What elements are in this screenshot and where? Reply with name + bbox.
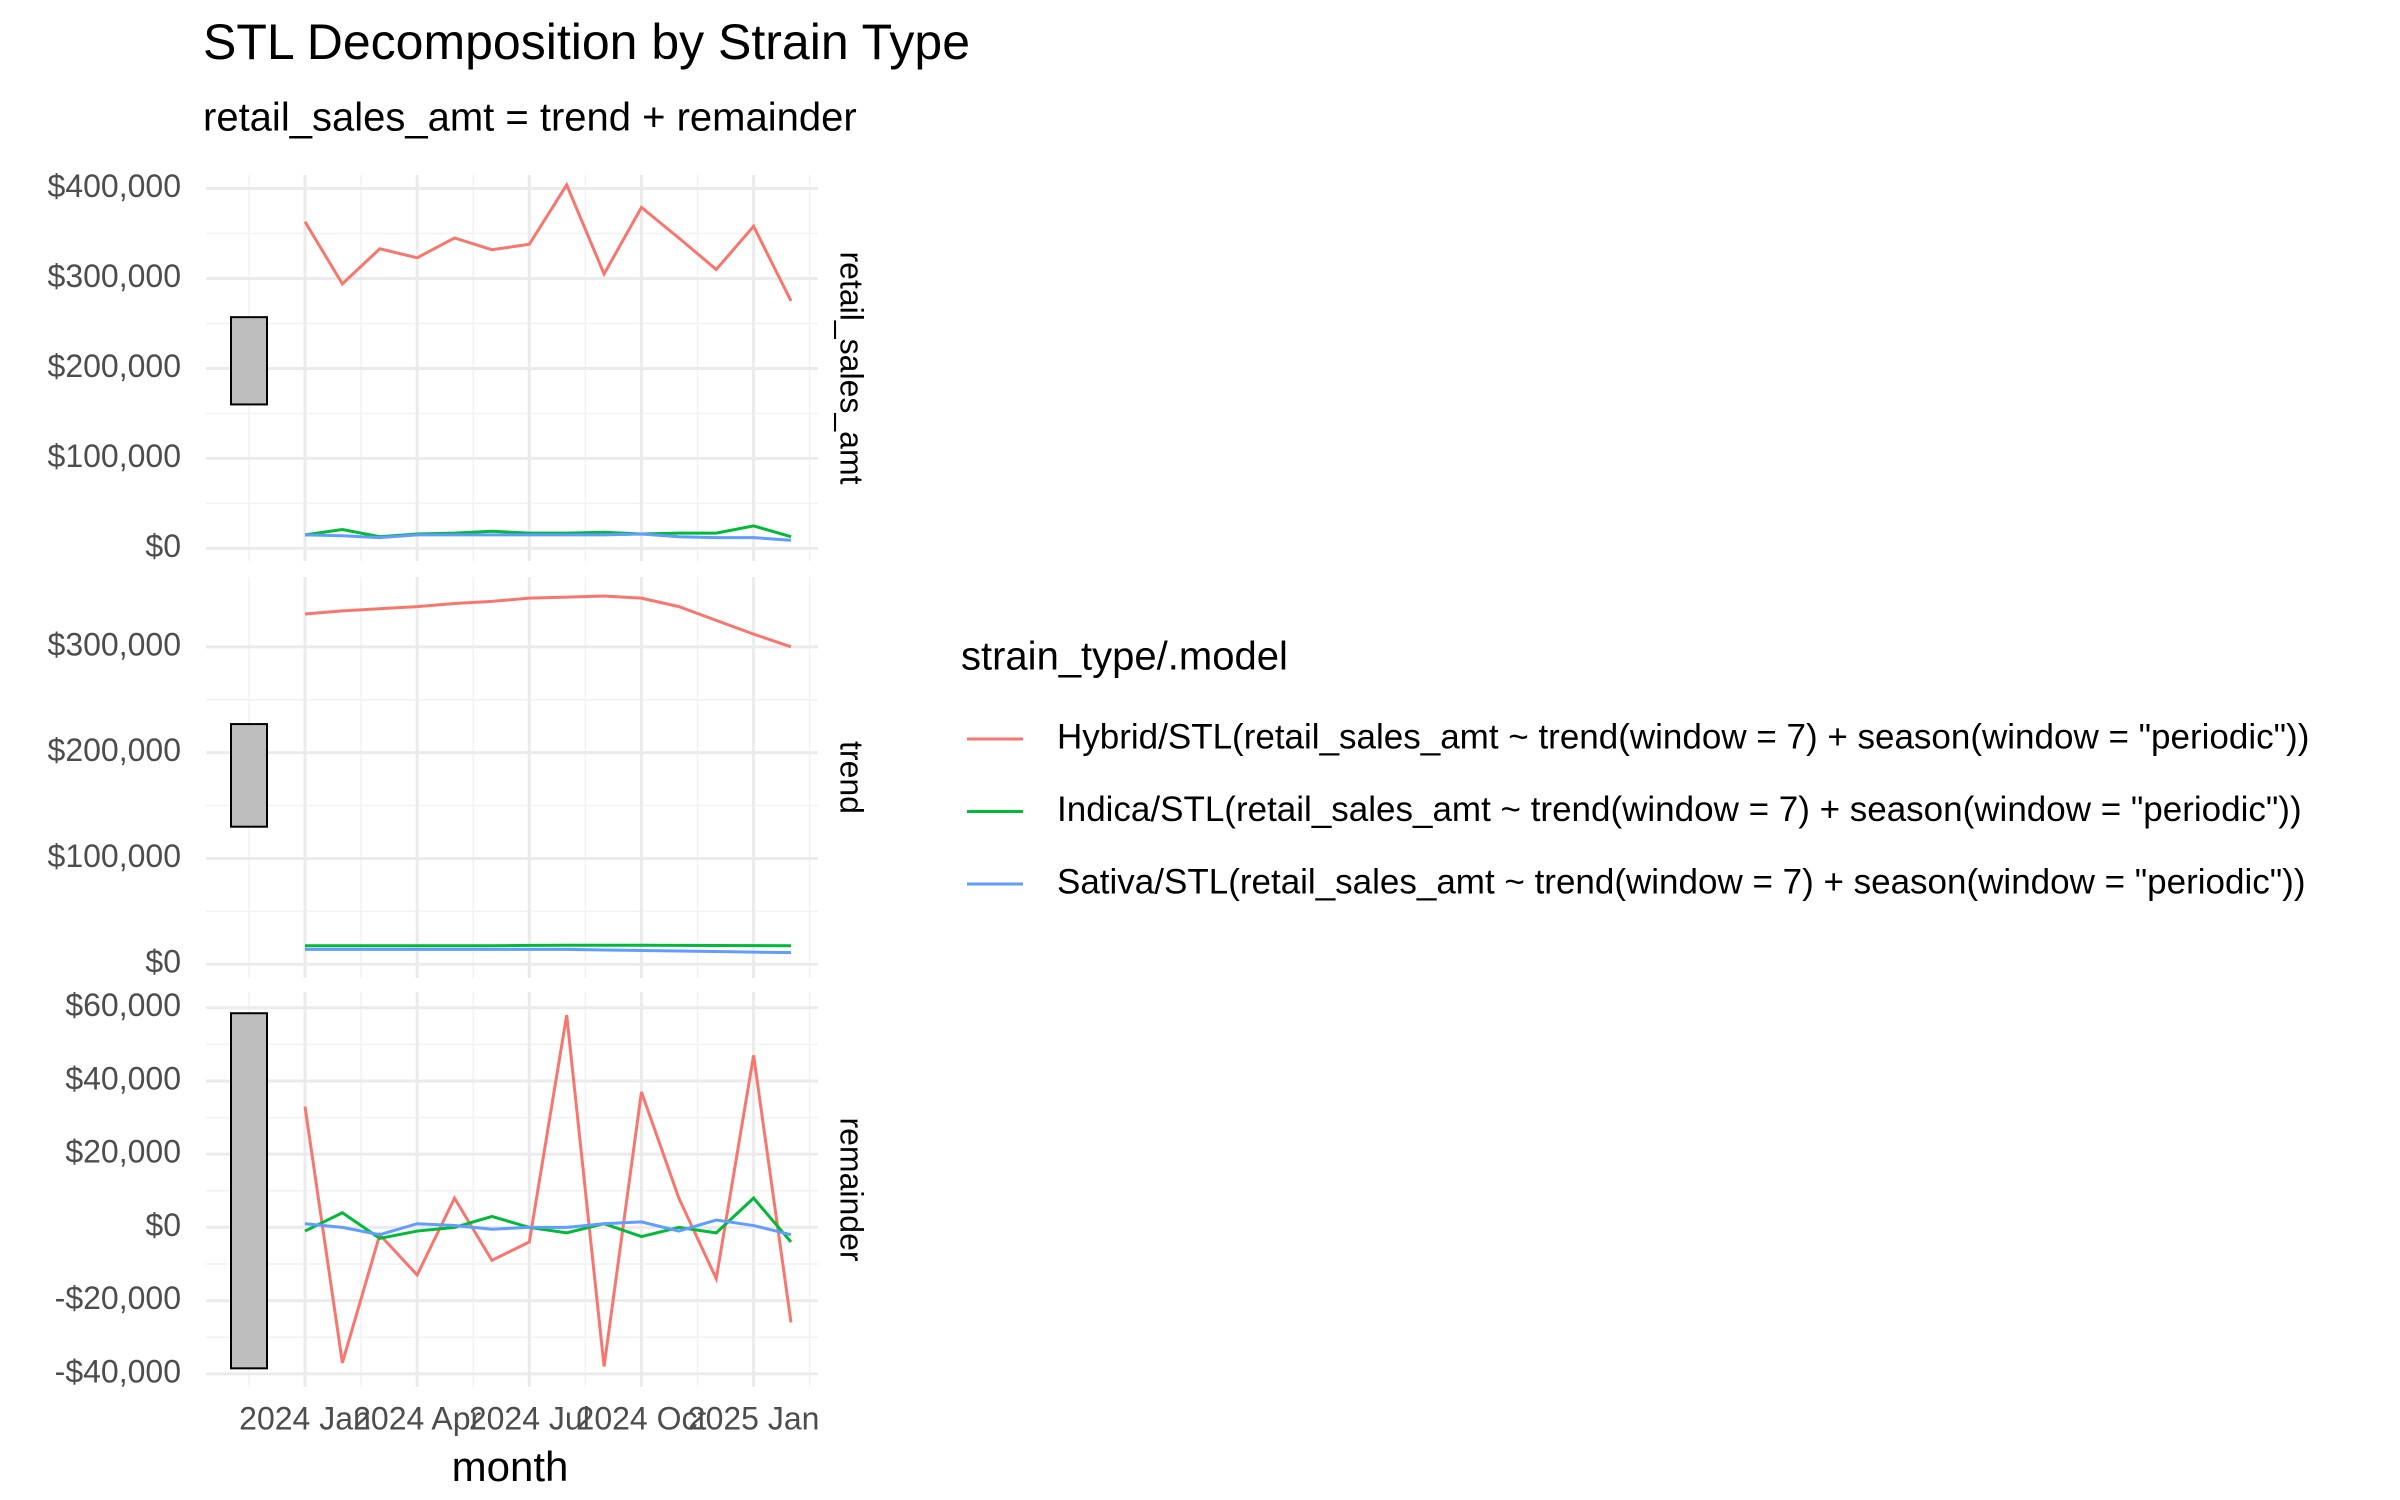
range-bar: [230, 723, 268, 828]
y-tick-label: $0: [145, 944, 181, 980]
series-line: [304, 532, 792, 542]
y-tick-label: $40,000: [65, 1060, 181, 1096]
legend-title: strain_type/.model: [961, 635, 1288, 679]
x-tick-label: 2024 Oct: [577, 1400, 707, 1436]
series-line: [305, 947, 792, 955]
series-line: [304, 1195, 793, 1244]
y-tick-label: $200,000: [48, 732, 181, 768]
chart-subtitle: retail_sales_amt = trend + remainder: [203, 96, 857, 140]
x-tick-label: 2025 Jan: [688, 1400, 820, 1436]
legend-label: Hybrid/STL(retail_sales_amt ~ trend(wind…: [1057, 717, 2309, 756]
strip-label: trend: [834, 741, 870, 814]
series-line: [303, 1014, 793, 1367]
series-line: [305, 943, 792, 948]
y-tick-label: $0: [145, 1207, 181, 1243]
legend-label: Indica/STL(retail_sales_amt ~ trend(wind…: [1057, 790, 2302, 829]
x-axis-label: month: [452, 1443, 569, 1490]
series-line: [303, 181, 793, 302]
chart-title: STL Decomposition by Strain Type: [203, 14, 970, 70]
y-tick-label: $20,000: [65, 1134, 181, 1170]
y-tick-label: $200,000: [48, 348, 181, 384]
legend-label: Sativa/STL(retail_sales_amt ~ trend(wind…: [1057, 862, 2305, 901]
strip-label: retail_sales_amt: [834, 252, 870, 485]
series-line: [304, 594, 792, 649]
y-tick-label: $400,000: [48, 168, 181, 204]
strip-label: remainder: [834, 1117, 870, 1261]
y-tick-label: -$20,000: [55, 1280, 181, 1316]
range-bar: [230, 316, 268, 406]
y-tick-label: $100,000: [48, 438, 181, 474]
x-tick-label: 2024 Apr: [353, 1400, 481, 1436]
y-tick-label: $100,000: [48, 838, 181, 874]
range-bar: [230, 1012, 268, 1370]
y-tick-label: $60,000: [65, 987, 181, 1023]
y-tick-label: $0: [145, 528, 181, 564]
y-tick-label: $300,000: [48, 626, 181, 662]
x-tick-label: 2024 Jul: [469, 1400, 590, 1436]
series-line: [304, 1218, 792, 1237]
x-tick-label: 2024 Jan: [239, 1400, 371, 1436]
y-tick-label: $300,000: [48, 258, 181, 294]
y-tick-label: -$40,000: [55, 1353, 181, 1389]
